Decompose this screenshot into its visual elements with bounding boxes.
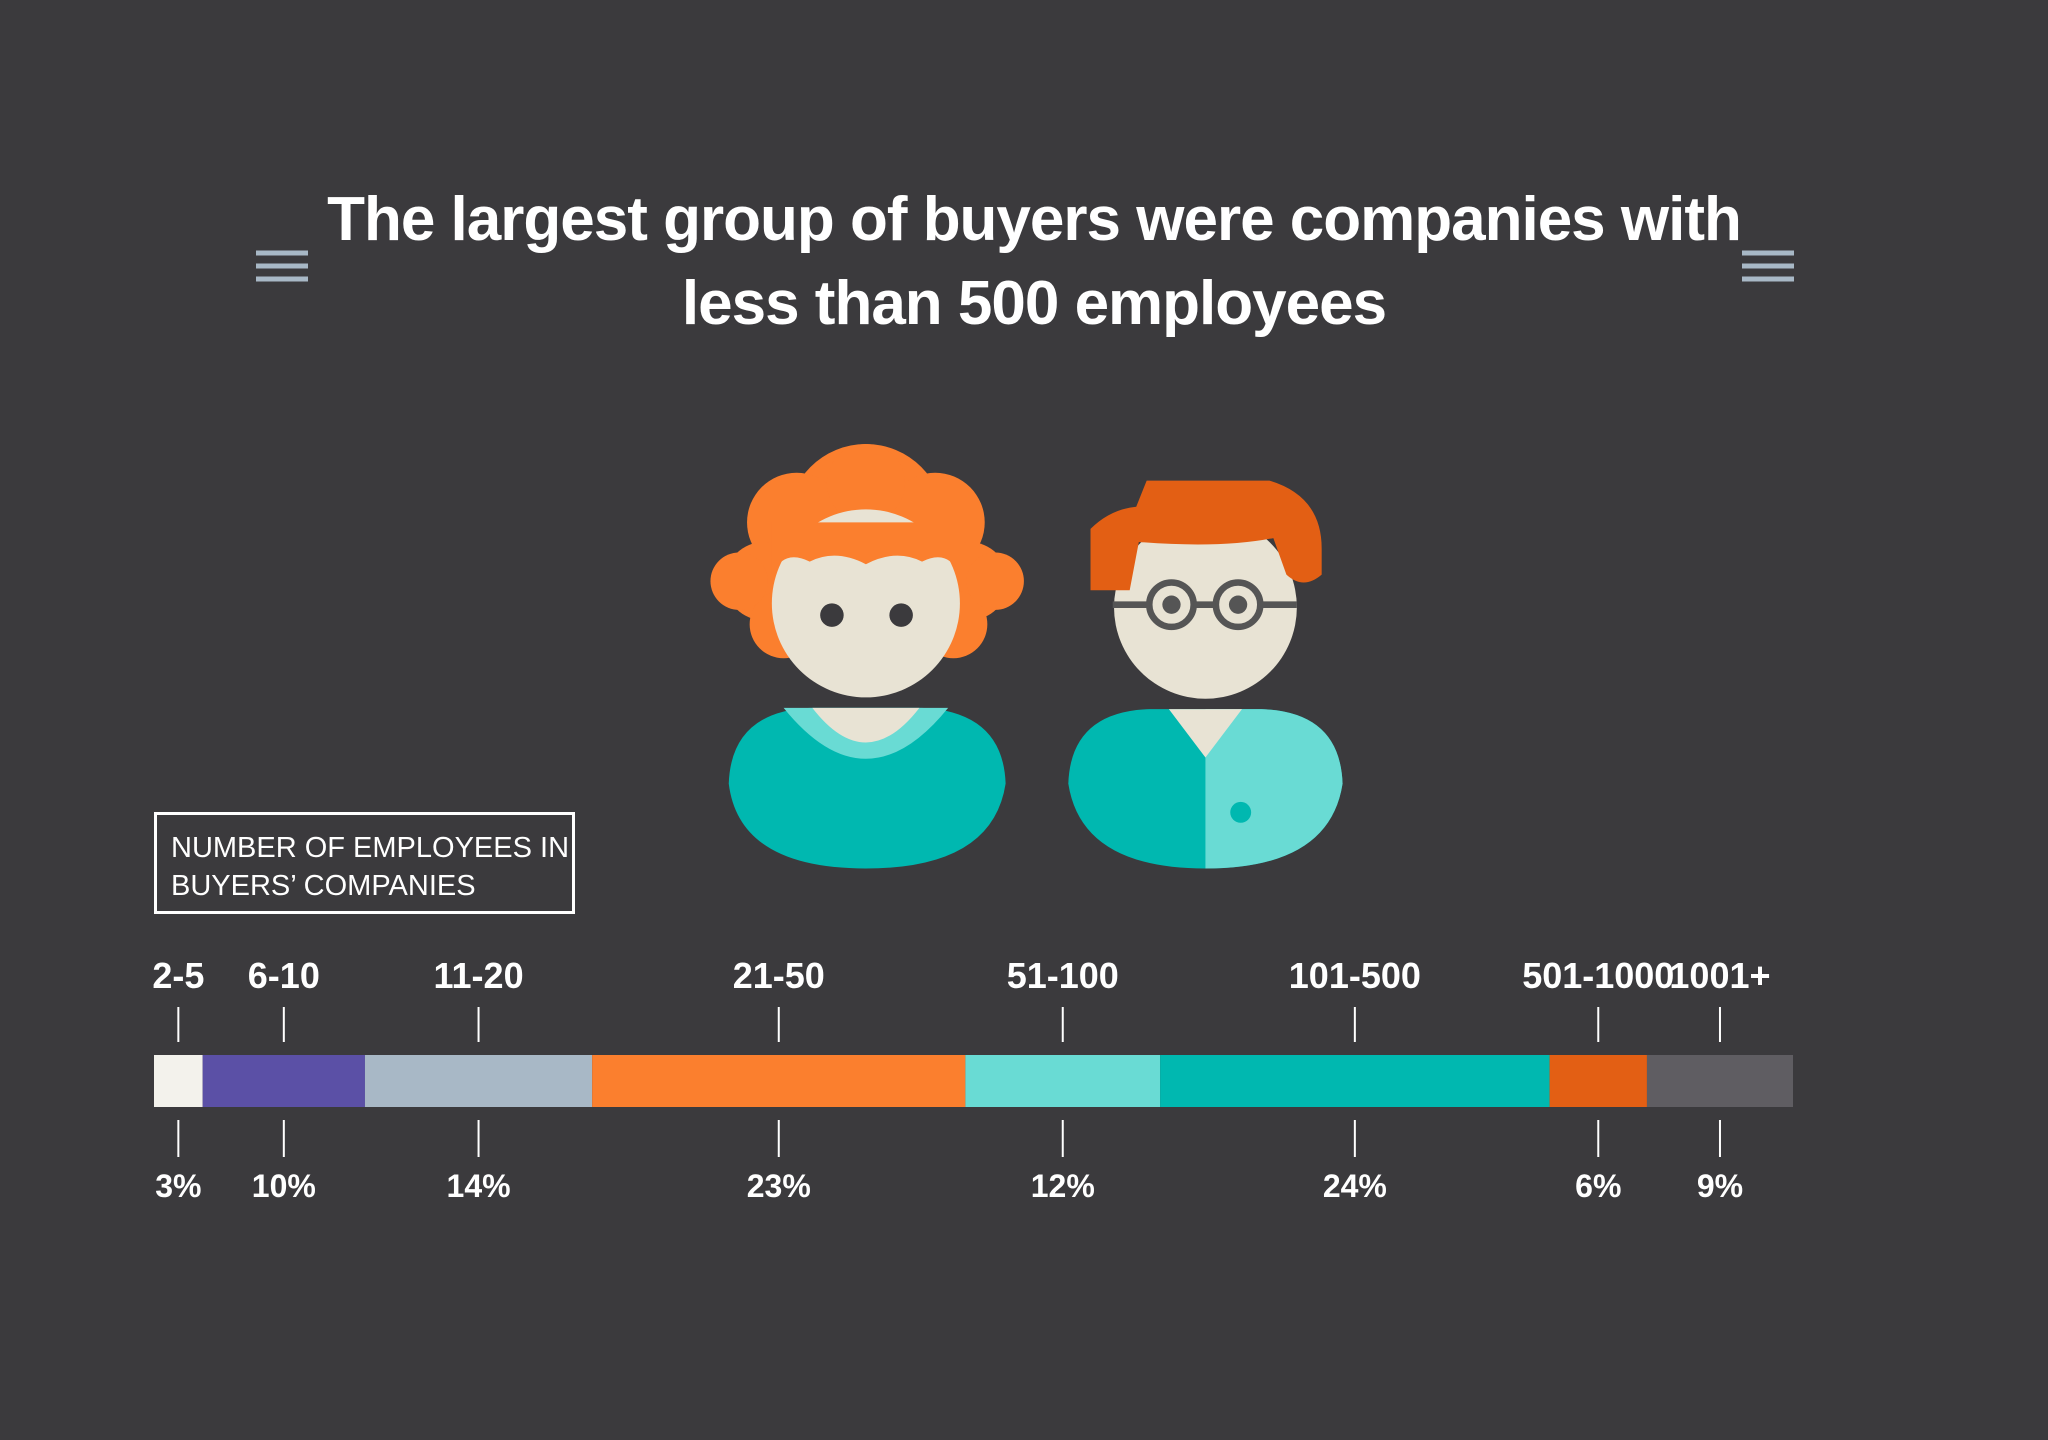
axis-label: NUMBER OF EMPLOYEES IN BUYERS’ COMPANIES: [171, 832, 570, 902]
bar-segment: [965, 1055, 1161, 1107]
category-label: 21-50: [733, 955, 825, 996]
value-label: 3%: [155, 1168, 201, 1204]
value-label: 6%: [1575, 1168, 1621, 1204]
bar-segment: [1646, 1055, 1793, 1107]
value-label: 23%: [747, 1168, 811, 1204]
legend-box: NUMBER OF EMPLOYEES IN BUYERS’ COMPANIES: [154, 812, 575, 914]
value-label: 9%: [1697, 1168, 1743, 1204]
category-label: 6-10: [248, 955, 320, 996]
bar-segment: [1160, 1055, 1550, 1107]
bar-segment: [1549, 1055, 1647, 1107]
category-label: 2-5: [152, 955, 204, 996]
value-label: 12%: [1031, 1168, 1095, 1204]
chart-title: The largest group of buyers were compani…: [327, 185, 1742, 338]
bar-segment: [202, 1055, 365, 1107]
bar-segment: [592, 1055, 966, 1107]
category-label: 501-1000: [1522, 955, 1674, 996]
value-label: 24%: [1323, 1168, 1387, 1204]
bar-segment: [154, 1055, 203, 1107]
value-label: 10%: [252, 1168, 316, 1204]
category-label: 11-20: [434, 955, 524, 996]
bar-segment: [364, 1055, 593, 1107]
illustration: [710, 444, 1343, 869]
menu-icon: [256, 250, 1794, 282]
category-label: 101-500: [1289, 955, 1421, 996]
category-label: 1001+: [1669, 955, 1770, 996]
category-label: 51-100: [1007, 955, 1119, 996]
value-label: 14%: [447, 1168, 511, 1204]
